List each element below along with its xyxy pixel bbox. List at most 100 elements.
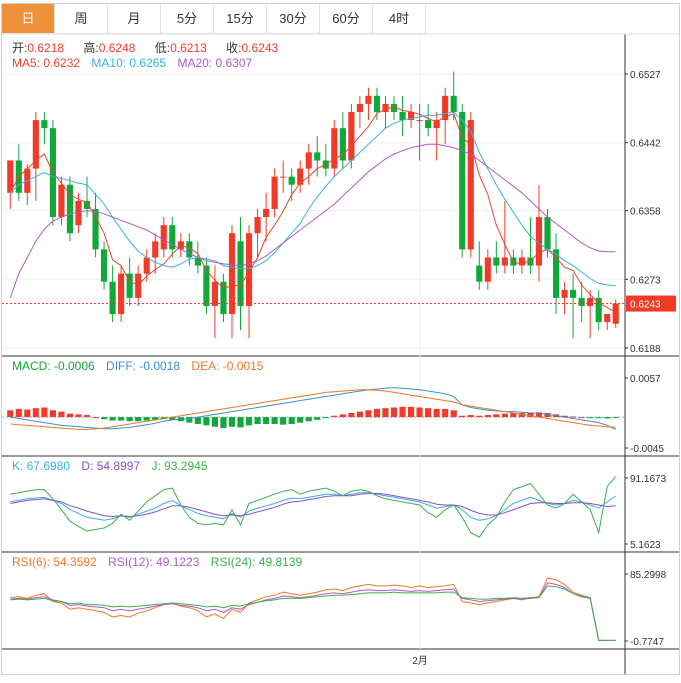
candle-body: [169, 225, 176, 250]
ohlc-legend: 开:0.6218 高:0.6248 低:0.6213 收:0.6243: [12, 39, 294, 56]
high-value: 0.6248: [98, 41, 136, 55]
macd-bar: [58, 411, 65, 418]
price-tick-label-0: 0.6527: [630, 70, 661, 81]
chart-widget: 0.6527 0.6442 0.6358 0.6273 0.6188 0.6243 0.00…: [1, 3, 680, 675]
candle-body: [476, 265, 483, 282]
candle-body: [263, 208, 270, 218]
rsi12-legend: RSI(12): 49.1223: [108, 555, 200, 569]
macd-bar: [7, 410, 14, 418]
ma10-legend: MA10: 0.6265: [91, 56, 167, 70]
macd-bar: [254, 417, 261, 424]
macd-bar: [604, 417, 611, 419]
candle-body: [220, 281, 227, 315]
chart-canvas[interactable]: 0.6527 0.6442 0.6358 0.6273 0.6188 0.6243 0.00…: [2, 4, 679, 674]
candle-body: [135, 273, 142, 298]
macd-bar: [297, 417, 304, 423]
macd-tick-label-0: 0.0057: [630, 374, 661, 385]
candle-body: [544, 217, 551, 250]
macd-bar: [399, 406, 406, 418]
candle-body: [459, 111, 466, 250]
last-price-label: 0.6243: [630, 300, 661, 311]
candle-body: [203, 265, 210, 306]
macd-bar: [118, 417, 125, 421]
tab-6[interactable]: 60分: [320, 4, 373, 34]
macd-bar: [544, 413, 551, 418]
macd-bar: [92, 417, 99, 419]
macd-bar: [237, 417, 244, 428]
rsi12-line: [10, 582, 616, 641]
macd-bar: [433, 408, 440, 418]
candle-body: [297, 168, 304, 185]
candle-body: [331, 128, 338, 169]
macd-bar: [348, 413, 355, 418]
ma10-line: [9, 111, 616, 287]
diff-legend: DIFF: -0.0018: [106, 359, 181, 373]
tab-7[interactable]: 4时: [373, 4, 426, 34]
candle-body: [288, 176, 295, 185]
candle-body: [143, 257, 150, 274]
macd-bar: [518, 413, 526, 418]
candle-body: [390, 103, 398, 112]
macd-bar: [356, 411, 363, 418]
open-label: 开:: [12, 41, 28, 55]
tab-2[interactable]: 月: [108, 4, 161, 34]
macd-bar: [211, 417, 219, 427]
price-tick-label-3: 0.6273: [630, 275, 661, 286]
kdj-d-line: [10, 493, 616, 518]
candle-body: [484, 257, 491, 282]
candle-body: [612, 303, 619, 324]
macd-bar: [32, 408, 39, 418]
candle-body: [450, 95, 457, 112]
candle-body: [407, 111, 415, 121]
macd-legend-value: MACD: -0.0006: [12, 359, 95, 373]
open-value: 0.6218: [27, 41, 65, 55]
macd-bar: [280, 417, 287, 425]
candle-body: [211, 281, 219, 306]
price-tick-label-4: 0.6188: [630, 344, 661, 355]
candle-body: [339, 128, 346, 161]
macd-bar: [476, 415, 483, 418]
ma5-legend: MA5: 0.6232: [12, 56, 81, 70]
macd-bar: [612, 417, 619, 419]
macd-bar: [152, 417, 159, 420]
macd-bar: [245, 417, 253, 426]
candle-body: [314, 152, 321, 161]
candle-body: [527, 257, 534, 266]
macd-bar: [194, 417, 201, 424]
candle-body: [595, 297, 602, 323]
tab-5[interactable]: 30分: [267, 4, 320, 34]
candle-body: [126, 273, 133, 298]
macd-bar: [203, 417, 210, 426]
candle-body: [152, 241, 159, 258]
macd-diff-line: [10, 387, 616, 430]
macd-bar: [83, 415, 91, 418]
tab-0[interactable]: 日: [2, 4, 55, 34]
candle-body: [561, 289, 568, 298]
last-price-tag: [626, 295, 676, 312]
low-label: 低:: [154, 41, 171, 55]
macd-bar: [288, 417, 295, 424]
price-tick-label-2: 0.6358: [630, 207, 661, 218]
period-tabs: 日周月 5分 15分 30分 60分 4时: [2, 4, 426, 34]
macd-bar: [66, 413, 74, 418]
tab-1[interactable]: 周: [55, 4, 108, 34]
candle-body: [518, 257, 526, 266]
candle-body: [604, 314, 611, 323]
macd-bar: [595, 417, 602, 419]
candle-body: [160, 225, 167, 250]
price-tick-label-1: 0.6442: [630, 139, 661, 150]
macd-bar: [373, 408, 381, 418]
candle-body: [75, 200, 82, 226]
candle-body: [348, 111, 355, 161]
rsi24-legend: RSI(24): 49.8139: [210, 555, 303, 569]
macd-bar: [186, 417, 193, 423]
tab-4[interactable]: 15分: [214, 4, 267, 34]
kdj-j-line: [10, 476, 617, 538]
macd-bar: [49, 410, 56, 418]
tab-3[interactable]: 5分: [161, 4, 214, 34]
low-value: 0.6213: [170, 41, 207, 55]
macd-bar: [484, 415, 491, 418]
macd-bar: [100, 417, 108, 420]
candle-body: [92, 208, 99, 250]
macd-bar: [314, 417, 321, 420]
